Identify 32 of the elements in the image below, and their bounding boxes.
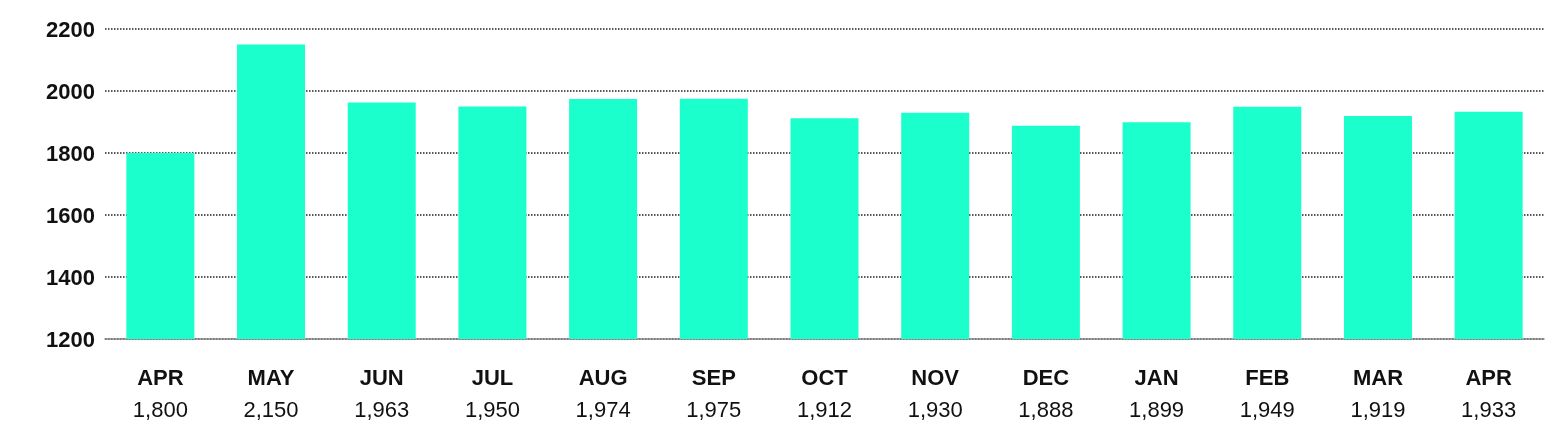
x-tick-label: AUG <box>578 364 628 390</box>
x-tick-label: DEC <box>1022 364 1070 390</box>
x-tick-label: NOV <box>911 364 960 390</box>
y-tick-label: 1600 <box>46 202 95 228</box>
x-tick-label: MAY <box>247 364 295 390</box>
data-label: 1,899 <box>1129 396 1185 422</box>
data-label: 1,912 <box>796 396 853 422</box>
y-tick-label: 1400 <box>46 264 95 290</box>
x-tick-label: MAR <box>1352 364 1404 390</box>
data-label: 1,930 <box>907 396 963 422</box>
data-label: 1,975 <box>686 396 742 422</box>
data-label: 1,974 <box>575 396 631 422</box>
data-label: 1,963 <box>354 396 410 422</box>
data-label: 1,919 <box>1350 396 1406 422</box>
data-label: 1,950 <box>464 396 520 422</box>
x-tick-label: SEP <box>691 364 736 390</box>
y-tick-label: 1800 <box>46 140 95 166</box>
y-tick-label: 2200 <box>46 16 95 42</box>
x-tick-label: APR <box>1465 364 1512 390</box>
data-label: 1,888 <box>1018 396 1074 422</box>
x-tick-label: JAN <box>1134 364 1179 390</box>
y-tick-label: 2000 <box>46 78 95 104</box>
data-label: 2,150 <box>243 396 299 422</box>
data-label: 1,933 <box>1461 396 1517 422</box>
data-label: 1,949 <box>1239 396 1295 422</box>
x-tick-label: JUN <box>359 364 404 390</box>
y-tick-label: 1200 <box>46 326 95 352</box>
x-tick-label: JUL <box>471 364 514 390</box>
x-tick-label: OCT <box>801 364 849 390</box>
x-tick-label: APR <box>137 364 184 390</box>
data-label: 1,800 <box>132 396 188 422</box>
x-tick-label: FEB <box>1245 364 1290 390</box>
